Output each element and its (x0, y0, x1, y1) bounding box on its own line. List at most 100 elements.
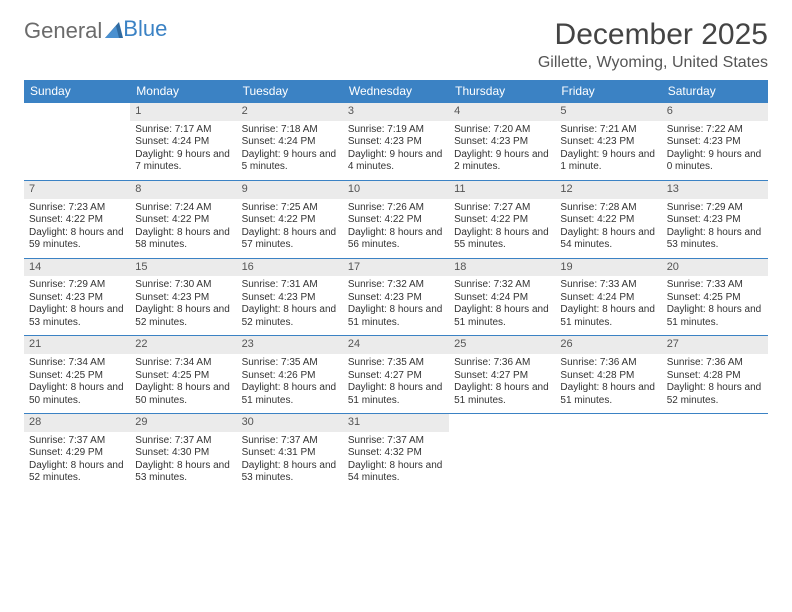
sunset-line: Sunset: 4:23 PM (667, 214, 763, 227)
daylight-line: Daylight: 8 hours and 54 minutes. (560, 227, 656, 252)
day-body: Sunrise: 7:31 AMSunset: 4:23 PMDaylight:… (237, 276, 343, 335)
daylight-line: Daylight: 8 hours and 50 minutes. (29, 382, 125, 407)
calendar-day-cell: 3Sunrise: 7:19 AMSunset: 4:23 PMDaylight… (343, 103, 449, 181)
day-number-empty (24, 103, 130, 121)
sunrise-line: Sunrise: 7:34 AM (29, 357, 125, 370)
daylight-line: Daylight: 8 hours and 51 minutes. (348, 382, 444, 407)
day-number: 17 (343, 259, 449, 277)
sunset-line: Sunset: 4:23 PM (135, 292, 231, 305)
sunrise-line: Sunrise: 7:23 AM (29, 202, 125, 215)
daylight-line: Daylight: 9 hours and 0 minutes. (667, 149, 763, 174)
sunrise-line: Sunrise: 7:32 AM (348, 279, 444, 292)
day-number: 19 (555, 259, 661, 277)
sunrise-line: Sunrise: 7:26 AM (348, 202, 444, 215)
day-body: Sunrise: 7:33 AMSunset: 4:25 PMDaylight:… (662, 276, 768, 335)
sunrise-line: Sunrise: 7:36 AM (454, 357, 550, 370)
calendar-week-row: 1Sunrise: 7:17 AMSunset: 4:24 PMDaylight… (24, 103, 768, 181)
calendar-day-cell: 11Sunrise: 7:27 AMSunset: 4:22 PMDayligh… (449, 180, 555, 258)
calendar-day-cell: 27Sunrise: 7:36 AMSunset: 4:28 PMDayligh… (662, 336, 768, 414)
calendar-day-cell: 28Sunrise: 7:37 AMSunset: 4:29 PMDayligh… (24, 414, 130, 491)
daylight-line: Daylight: 8 hours and 54 minutes. (348, 460, 444, 485)
calendar-day-cell: 13Sunrise: 7:29 AMSunset: 4:23 PMDayligh… (662, 180, 768, 258)
day-number: 26 (555, 336, 661, 354)
weekday-header: Sunday (24, 80, 130, 103)
day-number-empty (555, 414, 661, 432)
day-number: 22 (130, 336, 236, 354)
sunset-line: Sunset: 4:23 PM (667, 136, 763, 149)
day-number: 28 (24, 414, 130, 432)
day-body: Sunrise: 7:32 AMSunset: 4:23 PMDaylight:… (343, 276, 449, 335)
day-body: Sunrise: 7:30 AMSunset: 4:23 PMDaylight:… (130, 276, 236, 335)
day-body: Sunrise: 7:32 AMSunset: 4:24 PMDaylight:… (449, 276, 555, 335)
day-number: 8 (130, 181, 236, 199)
sunset-line: Sunset: 4:23 PM (29, 292, 125, 305)
day-number: 18 (449, 259, 555, 277)
sunset-line: Sunset: 4:28 PM (560, 370, 656, 383)
day-number: 13 (662, 181, 768, 199)
day-number: 30 (237, 414, 343, 432)
calendar-table: Sunday Monday Tuesday Wednesday Thursday… (24, 80, 768, 491)
sunrise-line: Sunrise: 7:35 AM (348, 357, 444, 370)
day-number-empty (449, 414, 555, 432)
sunrise-line: Sunrise: 7:17 AM (135, 124, 231, 137)
day-number: 12 (555, 181, 661, 199)
day-body: Sunrise: 7:33 AMSunset: 4:24 PMDaylight:… (555, 276, 661, 335)
sunset-line: Sunset: 4:22 PM (29, 214, 125, 227)
daylight-line: Daylight: 8 hours and 52 minutes. (242, 304, 338, 329)
calendar-day-cell: 5Sunrise: 7:21 AMSunset: 4:23 PMDaylight… (555, 103, 661, 181)
calendar-day-cell: 2Sunrise: 7:18 AMSunset: 4:24 PMDaylight… (237, 103, 343, 181)
day-number: 6 (662, 103, 768, 121)
sunrise-line: Sunrise: 7:21 AM (560, 124, 656, 137)
calendar-day-cell: 7Sunrise: 7:23 AMSunset: 4:22 PMDaylight… (24, 180, 130, 258)
calendar-day-cell: 9Sunrise: 7:25 AMSunset: 4:22 PMDaylight… (237, 180, 343, 258)
day-number: 7 (24, 181, 130, 199)
day-number: 21 (24, 336, 130, 354)
sunset-line: Sunset: 4:22 PM (560, 214, 656, 227)
daylight-line: Daylight: 9 hours and 1 minute. (560, 149, 656, 174)
day-body: Sunrise: 7:26 AMSunset: 4:22 PMDaylight:… (343, 199, 449, 258)
day-body: Sunrise: 7:37 AMSunset: 4:30 PMDaylight:… (130, 432, 236, 491)
day-body: Sunrise: 7:35 AMSunset: 4:26 PMDaylight:… (237, 354, 343, 413)
daylight-line: Daylight: 8 hours and 51 minutes. (454, 304, 550, 329)
day-body: Sunrise: 7:29 AMSunset: 4:23 PMDaylight:… (662, 199, 768, 258)
daylight-line: Daylight: 8 hours and 58 minutes. (135, 227, 231, 252)
calendar-day-cell (662, 414, 768, 491)
sunrise-line: Sunrise: 7:37 AM (29, 435, 125, 448)
sunset-line: Sunset: 4:27 PM (454, 370, 550, 383)
daylight-line: Daylight: 8 hours and 51 minutes. (560, 382, 656, 407)
day-number: 15 (130, 259, 236, 277)
sunset-line: Sunset: 4:24 PM (135, 136, 231, 149)
calendar-week-row: 21Sunrise: 7:34 AMSunset: 4:25 PMDayligh… (24, 336, 768, 414)
sunrise-line: Sunrise: 7:34 AM (135, 357, 231, 370)
sunset-line: Sunset: 4:23 PM (348, 292, 444, 305)
calendar-day-cell: 1Sunrise: 7:17 AMSunset: 4:24 PMDaylight… (130, 103, 236, 181)
day-body: Sunrise: 7:23 AMSunset: 4:22 PMDaylight:… (24, 199, 130, 258)
daylight-line: Daylight: 9 hours and 4 minutes. (348, 149, 444, 174)
day-body: Sunrise: 7:34 AMSunset: 4:25 PMDaylight:… (130, 354, 236, 413)
weekday-header: Saturday (662, 80, 768, 103)
sunset-line: Sunset: 4:24 PM (242, 136, 338, 149)
calendar-day-cell: 8Sunrise: 7:24 AMSunset: 4:22 PMDaylight… (130, 180, 236, 258)
day-body-empty (662, 432, 768, 491)
daylight-line: Daylight: 8 hours and 51 minutes. (242, 382, 338, 407)
daylight-line: Daylight: 9 hours and 5 minutes. (242, 149, 338, 174)
brand-logo: General Blue (24, 18, 167, 44)
day-body-empty (449, 432, 555, 491)
daylight-line: Daylight: 8 hours and 53 minutes. (242, 460, 338, 485)
day-body: Sunrise: 7:36 AMSunset: 4:27 PMDaylight:… (449, 354, 555, 413)
sunrise-line: Sunrise: 7:20 AM (454, 124, 550, 137)
day-number: 16 (237, 259, 343, 277)
sunset-line: Sunset: 4:32 PM (348, 447, 444, 460)
daylight-line: Daylight: 8 hours and 52 minutes. (29, 460, 125, 485)
sunset-line: Sunset: 4:22 PM (348, 214, 444, 227)
header: General Blue December 2025 Gillette, Wyo… (24, 18, 768, 72)
daylight-line: Daylight: 8 hours and 55 minutes. (454, 227, 550, 252)
sunset-line: Sunset: 4:30 PM (135, 447, 231, 460)
day-body: Sunrise: 7:19 AMSunset: 4:23 PMDaylight:… (343, 121, 449, 180)
calendar-day-cell: 17Sunrise: 7:32 AMSunset: 4:23 PMDayligh… (343, 258, 449, 336)
sunrise-line: Sunrise: 7:33 AM (560, 279, 656, 292)
day-number: 27 (662, 336, 768, 354)
day-body: Sunrise: 7:37 AMSunset: 4:29 PMDaylight:… (24, 432, 130, 491)
sunset-line: Sunset: 4:22 PM (454, 214, 550, 227)
weekday-header-row: Sunday Monday Tuesday Wednesday Thursday… (24, 80, 768, 103)
